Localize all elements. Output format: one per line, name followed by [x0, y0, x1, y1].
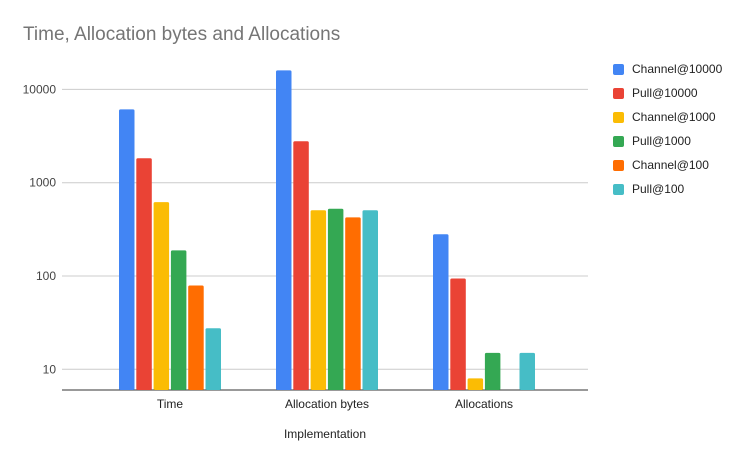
legend-swatch	[613, 135, 624, 147]
bar-channel-1000-allocations	[467, 378, 484, 390]
bar-pull-1000-time	[170, 250, 187, 390]
bar-pull-10000-time	[136, 158, 152, 390]
bar-pull-1000-allocations	[484, 352, 501, 390]
legend-item: Channel@1000	[613, 110, 716, 124]
x-tick-label: Allocations	[455, 397, 513, 411]
bar-channel-1000-allocation-bytes	[310, 210, 327, 390]
legend-item: Pull@10000	[613, 86, 698, 100]
bar-pull-1000-allocation-bytes	[327, 208, 344, 390]
x-tick-label: Allocation bytes	[285, 397, 369, 411]
legend-label: Channel@1000	[632, 110, 716, 124]
bar-channel-100-time	[188, 285, 204, 390]
bar-pull-100-allocations	[519, 352, 535, 390]
legend-swatch	[613, 159, 624, 171]
legend-swatch	[613, 87, 624, 99]
bar-channel-100-allocation-bytes	[345, 217, 361, 390]
bar-pull-100-allocation-bytes	[362, 210, 378, 390]
legend-label: Pull@1000	[632, 134, 691, 148]
legend-swatch	[613, 111, 624, 123]
y-tick-label: 1000	[29, 176, 56, 190]
chart-title: Time, Allocation bytes and Allocations	[23, 24, 341, 45]
x-tick-label: Time	[157, 397, 184, 411]
legend-item: Pull@1000	[613, 134, 691, 148]
legend-item: Pull@100	[613, 182, 684, 196]
bar-channel-10000-time	[119, 109, 135, 391]
bar-pull-10000-allocations	[450, 278, 466, 390]
legend-swatch	[613, 63, 624, 75]
bar-pull-100-time	[205, 328, 221, 390]
legend-label: Channel@10000	[632, 62, 723, 76]
legend-label: Pull@10000	[632, 86, 698, 100]
y-tick-label: 10000	[23, 82, 57, 96]
legend-item: Channel@100	[613, 158, 709, 172]
legend-label: Channel@100	[632, 158, 709, 172]
y-tick-label: 100	[36, 269, 56, 283]
legend-label: Pull@100	[632, 182, 685, 196]
bar-channel-10000-allocations	[433, 234, 449, 390]
legend-swatch	[613, 183, 624, 195]
legend-item: Channel@10000	[613, 62, 722, 76]
bar-channel-1000-time	[153, 202, 170, 390]
bar-pull-10000-allocation-bytes	[293, 141, 309, 390]
y-tick-label: 10	[43, 362, 57, 376]
bar-channel-10000-allocation-bytes	[276, 70, 292, 391]
x-axis-label: Implementation	[283, 427, 367, 441]
